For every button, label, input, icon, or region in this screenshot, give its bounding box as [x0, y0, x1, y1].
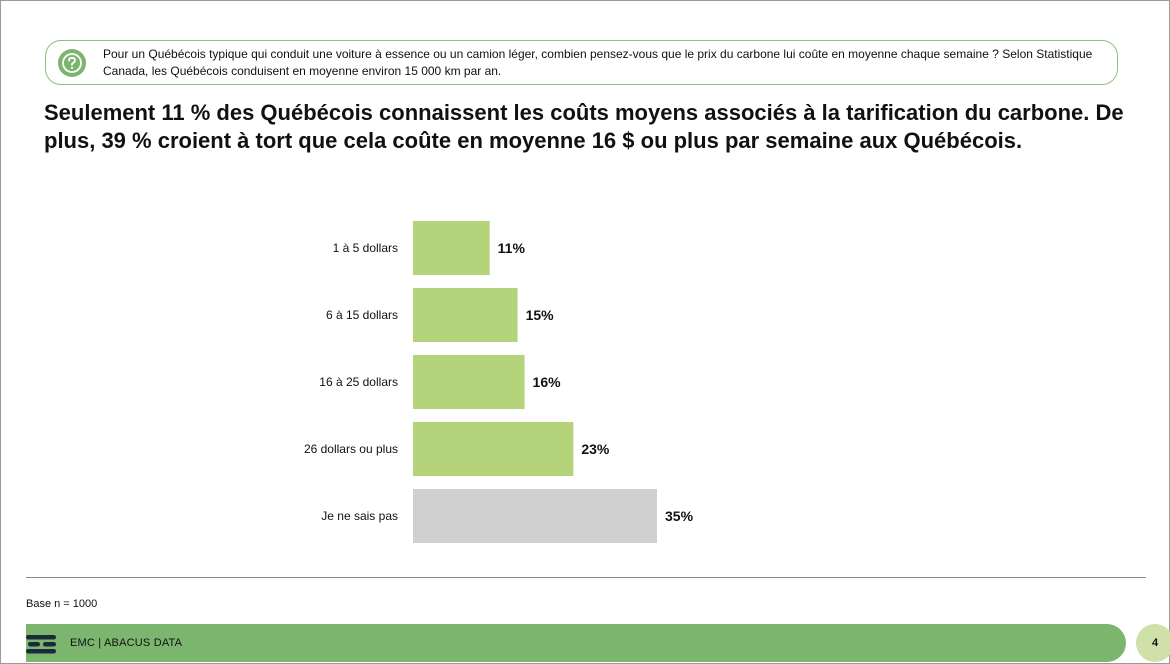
bar [413, 489, 657, 543]
divider [26, 577, 1146, 578]
bar [413, 221, 490, 275]
data-label: 11% [498, 240, 526, 256]
category-label: 26 dollars ou plus [304, 442, 398, 456]
headline: Seulement 11 % des Québécois connaissent… [44, 100, 1124, 153]
question-text: Pour un Québécois typique qui conduit un… [103, 47, 1093, 78]
page-number: 4 [1136, 624, 1170, 662]
data-label: 35% [665, 508, 694, 524]
bar [413, 422, 574, 476]
data-label: 23% [581, 441, 610, 457]
base-note: Base n = 1000 [26, 598, 98, 610]
category-label: 16 à 25 dollars [319, 375, 398, 389]
data-label: 15% [526, 307, 555, 323]
question-circle-icon [58, 49, 86, 77]
question-box: Pour un Québécois typique qui conduit un… [45, 40, 1118, 85]
emc-logo-icon [26, 635, 56, 654]
bar [413, 355, 525, 409]
footer-bar: EMC | ABACUS DATA [26, 624, 1126, 662]
category-label: 6 à 15 dollars [326, 308, 398, 322]
data-label: 16% [533, 374, 562, 390]
category-label: Je ne sais pas [321, 509, 398, 523]
footer-text: EMC | ABACUS DATA [70, 637, 183, 649]
bar [413, 288, 518, 342]
category-label: 1 à 5 dollars [333, 241, 398, 255]
